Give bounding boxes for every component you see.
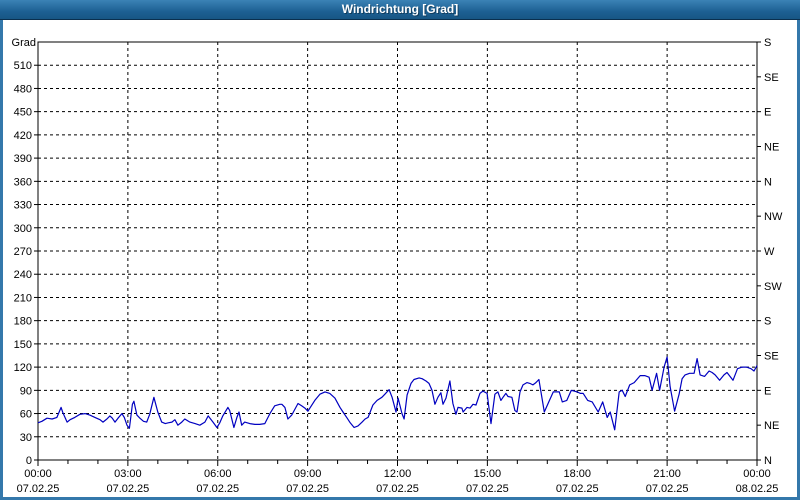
- x-tick-time-label: 12:00: [384, 468, 412, 480]
- y-right-tick-label: S: [764, 316, 771, 328]
- x-tick-time-label: 15:00: [474, 468, 502, 480]
- y-left-tick-label: 210: [14, 292, 32, 304]
- y-right-tick-label: N: [764, 176, 772, 188]
- x-tick-time-label: 09:00: [294, 468, 322, 480]
- y-left-tick-label: 90: [20, 385, 32, 397]
- y-left-axis-label: Grad: [12, 37, 36, 49]
- y-right-tick-label: S: [764, 37, 771, 49]
- window-title: Windrichtung [Grad]: [341, 2, 459, 16]
- y-left-tick-label: 480: [14, 83, 32, 95]
- x-tick-time-label: 06:00: [204, 468, 232, 480]
- y-left-tick-label: 450: [14, 107, 32, 119]
- chart-content-area: 0 30 60 90 120 150 180 210 240 270 300 330 360 390 420…: [3, 20, 797, 497]
- x-tick-date-label: 07.02.25: [376, 483, 419, 495]
- y-right-tick-label: NE: [764, 142, 779, 154]
- x-tick-time-label: 21:00: [653, 468, 681, 480]
- y-left-tick-label: 510: [14, 60, 32, 72]
- x-tick-time-label: 03:00: [114, 468, 142, 480]
- x-tick-date-label: 07.02.25: [556, 483, 599, 495]
- window-titlebar: Windrichtung [Grad]: [0, 0, 800, 20]
- y-right-tick-label: N: [764, 455, 772, 467]
- y-left-tick-label: 180: [14, 316, 32, 328]
- series-line-windrichtung: [37, 356, 758, 431]
- y-right-tick-label: SE: [764, 72, 779, 84]
- y-right-tick-label: NE: [764, 420, 779, 432]
- y-right-tick-label: E: [764, 385, 771, 397]
- y-right-tick-label: E: [764, 107, 771, 119]
- y-left-tick-label: 420: [14, 130, 32, 142]
- y-right-tick-label: W: [764, 246, 775, 258]
- y-right-tick-label: SW: [764, 281, 782, 293]
- x-tick-date-label: 07.02.25: [286, 483, 329, 495]
- x-tick-date-label: 07.02.25: [17, 483, 60, 495]
- y-left-tick-label: 390: [14, 153, 32, 165]
- x-tick-date-label: 07.02.25: [646, 483, 689, 495]
- y-left-tick-label: 300: [14, 223, 32, 235]
- x-tick-time-label: 00:00: [743, 468, 771, 480]
- x-tick-date-label: 08.02.25: [736, 483, 779, 495]
- y-left-tick-label: 360: [14, 176, 32, 188]
- y-left-tick-label: 60: [20, 409, 32, 421]
- y-left-tick-label: 0: [26, 455, 32, 467]
- y-left-tick-label: 30: [20, 432, 32, 444]
- y-left-tick-label: 120: [14, 362, 32, 374]
- y-left-tick-label: 270: [14, 246, 32, 258]
- x-tick-time-label: 18:00: [563, 468, 591, 480]
- x-tick-date-label: 07.02.25: [466, 483, 509, 495]
- y-right-tick-label: SE: [764, 351, 779, 363]
- x-tick-date-label: 07.02.25: [106, 483, 149, 495]
- x-tick-date-label: 07.02.25: [196, 483, 239, 495]
- y-left-tick-label: 240: [14, 269, 32, 281]
- y-left-tick-label: 150: [14, 339, 32, 351]
- x-tick-time-label: 00:00: [24, 468, 52, 480]
- y-left-tick-label: 330: [14, 200, 32, 212]
- y-right-tick-label: NW: [764, 211, 783, 223]
